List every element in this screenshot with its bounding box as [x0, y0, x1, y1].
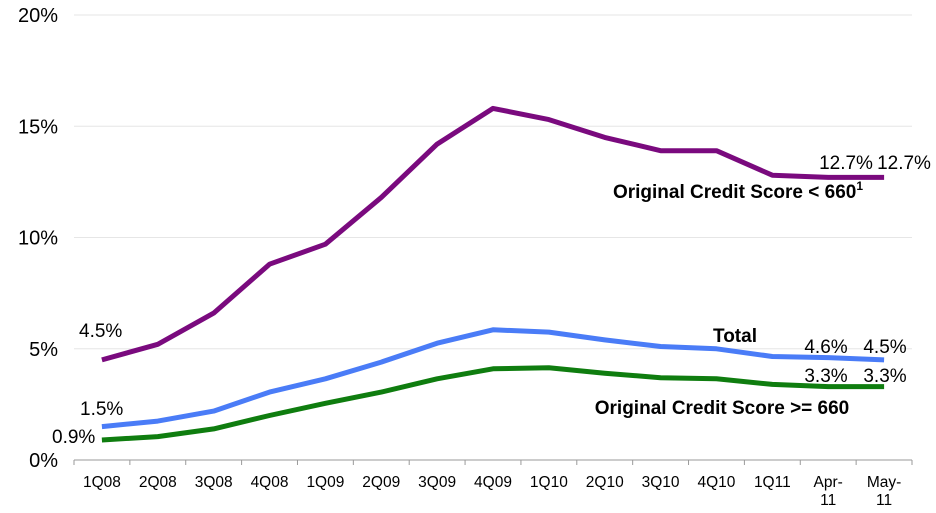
gridlines — [74, 14, 912, 350]
x-tick-label: 4Q08 — [251, 474, 289, 491]
x-tick-label: 3Q09 — [418, 474, 456, 491]
x-tick-label: 2Q10 — [586, 474, 624, 491]
data-label: 1.5% — [80, 399, 123, 420]
series-name-text: Original Credit Score >= 660 — [595, 398, 850, 419]
x-tick-label-line: 11 — [876, 492, 892, 509]
x-tick-label: 3Q10 — [642, 474, 680, 491]
series-lines — [101, 105, 885, 443]
footnote-marker: 1 — [856, 179, 863, 193]
x-tick-label-line: 2Q10 — [586, 474, 624, 491]
x-tick-label-line: 11 — [820, 492, 836, 509]
series-name-text: Total — [713, 326, 757, 347]
series-line — [101, 365, 885, 443]
x-tick-label: 4Q09 — [474, 474, 512, 491]
data-label: 4.5% — [863, 337, 906, 358]
x-tick-label: May-11 — [867, 474, 901, 509]
x-tick-label: Apr-11 — [814, 474, 843, 509]
series-name-labels: Original Credit Score < 6601 Total Origina… — [595, 179, 864, 419]
data-label: 0.9% — [52, 427, 95, 448]
x-tick-label: 2Q08 — [139, 474, 177, 491]
x-tick-label-line: 1Q11 — [754, 474, 791, 491]
data-label: 12.7% — [819, 153, 873, 174]
x-tick-label: 3Q08 — [195, 474, 233, 491]
x-tick-label-line: 4Q09 — [474, 474, 512, 491]
x-tick-label-line: 1Q10 — [530, 474, 568, 491]
x-tick-label-line: 3Q10 — [642, 474, 680, 491]
data-labels: 4.5% 12.7% 12.7% 1.5% 4.6% 4.5% 0.9% 3.3% 3.3% — [52, 153, 931, 448]
x-tick-label-line: 1Q08 — [83, 474, 121, 491]
data-label: 3.3% — [804, 366, 847, 387]
x-tick-label-line: 2Q09 — [362, 474, 400, 491]
x-axis — [73, 459, 913, 465]
data-label: 12.7% — [877, 153, 931, 174]
y-axis-tick-labels: 0% 5% 10% 15% 20% — [18, 5, 58, 472]
x-tick-label: 4Q10 — [698, 474, 736, 491]
data-label: 3.3% — [863, 366, 906, 387]
y-tick-label: 20% — [18, 5, 58, 27]
x-tick-label-line: 2Q08 — [139, 474, 177, 491]
series-name-label: Original Credit Score >= 660 — [595, 398, 850, 419]
x-tick-label: 2Q09 — [362, 474, 400, 491]
x-tick-label-line: 1Q09 — [306, 474, 344, 491]
x-tick-label-line: May- — [867, 474, 901, 491]
x-tick-label-line: 3Q09 — [418, 474, 456, 491]
x-tick-label-line: 3Q08 — [195, 474, 233, 491]
data-label: 4.6% — [804, 337, 847, 358]
x-tick-label-line: Apr- — [814, 474, 843, 491]
x-tick-label-line: 4Q08 — [251, 474, 289, 491]
x-tick-label-line: 4Q10 — [698, 474, 736, 491]
series-name-label: Original Credit Score < 6601 — [613, 179, 863, 203]
x-tick-label: 1Q08 — [83, 474, 121, 491]
x-axis-tick-labels: 1Q08 2Q08 3Q08 4Q08 1Q09 2Q09 3Q09 4Q09 1Q10 2Q10… — [83, 474, 901, 509]
y-tick-label: 5% — [29, 339, 58, 361]
y-tick-label: 0% — [29, 450, 58, 472]
x-tick-label: 1Q10 — [530, 474, 568, 491]
y-tick-label: 10% — [18, 228, 58, 250]
x-tick-label: 1Q11 — [754, 474, 791, 491]
series-line — [101, 327, 885, 430]
series-line — [101, 105, 885, 363]
data-label: 4.5% — [79, 321, 122, 342]
series-name-text: Original Credit Score < 660 — [613, 182, 856, 203]
y-tick-label: 15% — [18, 116, 58, 138]
x-tick-label: 1Q09 — [306, 474, 344, 491]
series-name-label: Total — [713, 326, 757, 347]
